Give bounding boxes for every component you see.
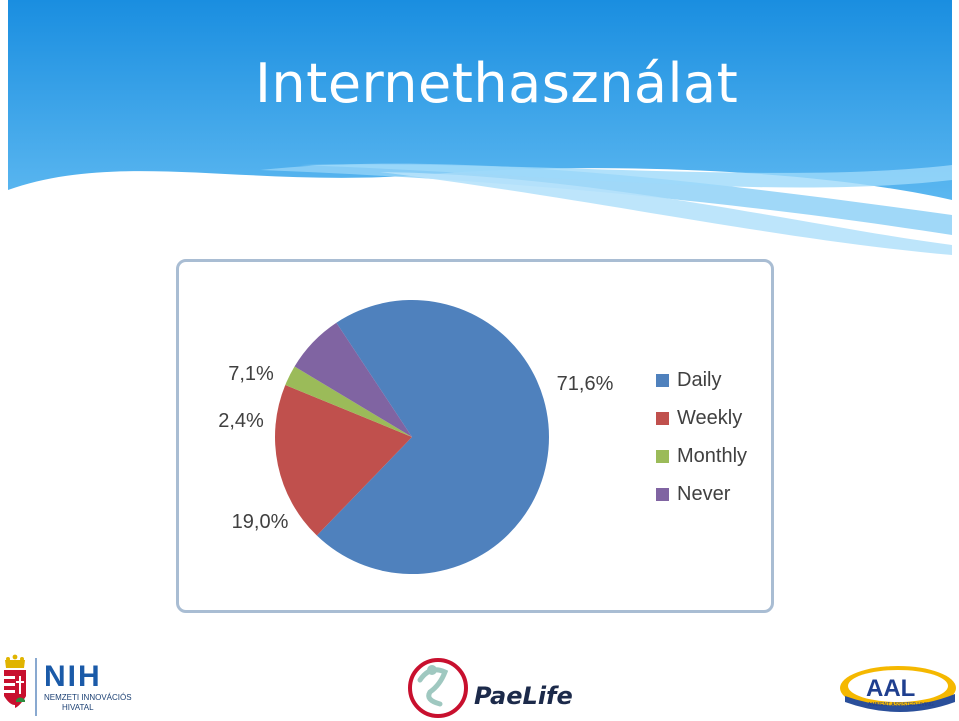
legend-label-monthly: Monthly [677, 444, 748, 467]
data-label-monthly: 2,4% [218, 410, 264, 432]
paelife-logo-icon [408, 658, 468, 718]
legend-item-daily: Daily [656, 366, 721, 394]
legend-swatch-daily [656, 373, 669, 387]
legend-swatch-weekly [656, 411, 669, 425]
pie-slice-never [294, 322, 412, 437]
slide-title: Internethasználat [255, 52, 739, 115]
slide-header-band [8, 0, 952, 255]
pie-slice-weekly [275, 384, 412, 536]
nih-caption-line1: NEMZETI INNOVÁCIÓS [44, 693, 132, 702]
legend-swatch-never [656, 487, 669, 501]
data-label-weekly: 19,0% [232, 511, 289, 533]
pie-slice-daily [316, 300, 549, 575]
data-label-never: 7,1% [228, 363, 274, 385]
hungarian-coat-of-arms-icon [4, 654, 26, 708]
nih-logo: NIH NEMZETI INNOVÁCIÓS HIVATAL [4, 654, 132, 716]
legend-label-never: Never [677, 482, 731, 505]
legend-item-monthly: Monthly [656, 442, 747, 470]
aal-caption: AMBIENT ASSISTED LIVING [868, 702, 934, 708]
paelife-logo-text: PaeLife [474, 682, 573, 710]
aal-logo-text: AAL [866, 675, 915, 702]
pie-slice-monthly [285, 366, 412, 437]
legend-label-daily: Daily [677, 368, 722, 391]
paelife-logo: PaeLife [408, 658, 573, 718]
header-wave-2 [380, 172, 952, 255]
aal-logo-icon [840, 666, 956, 712]
footer-logos: NIH NEMZETI INNOVÁCIÓS HIVATAL PaeLife A… [4, 654, 956, 718]
data-label-daily: 71,6% [557, 373, 614, 395]
legend-swatch-monthly [656, 449, 669, 463]
legend-item-weekly: Weekly [656, 404, 742, 432]
legend-item-never: Never [656, 480, 730, 508]
legend-label-weekly: Weekly [677, 406, 743, 429]
header-background [8, 0, 952, 200]
header-wave-3 [300, 164, 952, 188]
nih-logo-text: NIH [44, 660, 102, 693]
nih-caption-line2: HIVATAL [62, 703, 94, 712]
aal-logo: AAL AMBIENT ASSISTED LIVING [840, 666, 956, 712]
